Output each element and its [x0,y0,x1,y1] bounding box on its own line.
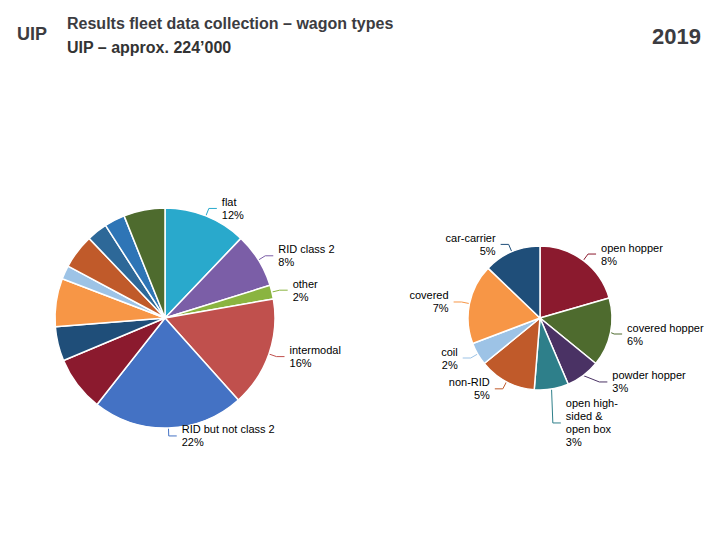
svg-text:UIP: UIP [17,24,47,44]
svg-text:open high-: open high- [566,397,618,409]
svg-text:sided &: sided & [566,410,603,422]
svg-text:car-carrier: car-carrier [446,232,496,244]
svg-text:open box: open box [566,423,612,435]
svg-text:6%: 6% [627,335,643,347]
svg-text:5%: 5% [480,245,496,257]
svg-text:7%: 7% [433,302,449,314]
svg-text:8%: 8% [601,255,617,267]
svg-text:non-RID: non-RID [449,376,490,388]
svg-text:intermodal: intermodal [290,344,341,356]
svg-text:powder hopper: powder hopper [612,369,686,381]
svg-text:16%: 16% [290,357,312,369]
svg-text:2%: 2% [442,359,458,371]
svg-text:22%: 22% [182,436,204,448]
svg-text:flat: flat [222,196,237,208]
svg-text:UIP – approx. 224’000: UIP – approx. 224’000 [67,39,231,56]
svg-text:open hopper: open hopper [601,242,663,254]
svg-text:3%: 3% [612,382,628,394]
svg-text:2%: 2% [293,291,309,303]
svg-text:5%: 5% [474,389,490,401]
svg-text:2019: 2019 [652,24,701,49]
svg-text:covered: covered [409,289,448,301]
svg-text:12%: 12% [222,209,244,221]
svg-text:3%: 3% [566,436,582,448]
svg-text:8%: 8% [278,256,294,268]
svg-text:RID class 2: RID class 2 [278,243,334,255]
svg-text:covered hopper: covered hopper [627,322,704,334]
svg-text:Results fleet data collection: Results fleet data collection – wagon ty… [67,15,393,32]
svg-text:coil: coil [441,346,458,358]
svg-text:RID but not class 2: RID but not class 2 [182,423,275,435]
svg-text:other: other [293,278,318,290]
